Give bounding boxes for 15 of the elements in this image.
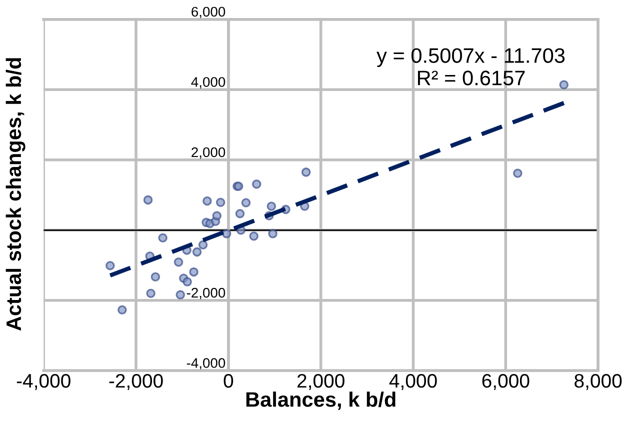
y-tick-label: 6,000 xyxy=(192,6,226,18)
x-tick-label: -2,000 xyxy=(109,374,163,390)
annotation: y = 0.5007x - 11.703 R² = 0.6157 xyxy=(376,48,565,86)
x-tick-label: 0 xyxy=(224,374,234,388)
x-tick-label: 4,000 xyxy=(389,374,437,390)
y-tick-label: -2,000 xyxy=(186,288,226,300)
y-tick-label: 4,000 xyxy=(191,77,226,89)
x-tick-label: -4,000 xyxy=(16,374,70,390)
x-tick-label: 8,000 xyxy=(574,374,622,390)
y-tick-label: -4,000 xyxy=(186,358,226,370)
x-axis-title: Balances, k b/d xyxy=(246,392,396,410)
x-tick-label: 2,000 xyxy=(297,374,344,390)
y-axis-title: Actual stock changes, k b/d xyxy=(6,58,26,331)
x-tick-label: 6,000 xyxy=(482,374,530,390)
y-tick-label: 2,000 xyxy=(192,147,226,159)
